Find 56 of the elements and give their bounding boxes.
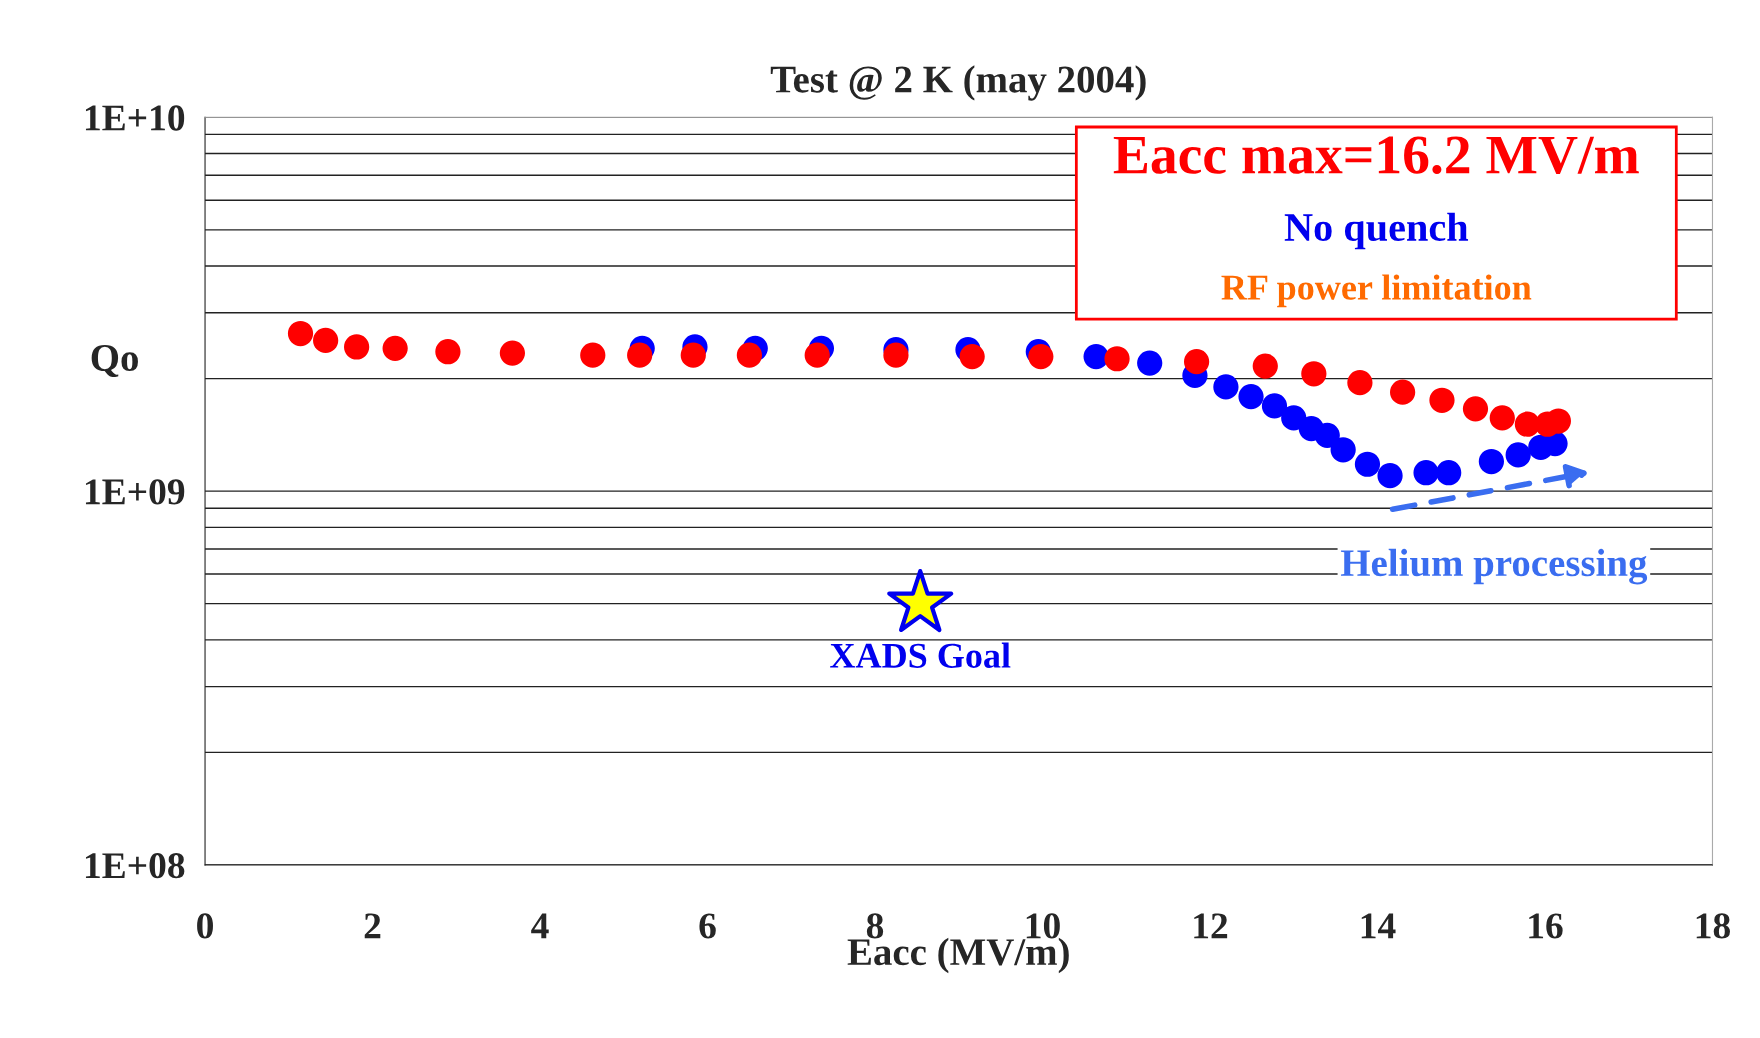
point	[1354, 451, 1381, 477]
series-label: XADS Goal	[830, 642, 1011, 668]
y-axis-title: Qo	[91, 344, 138, 377]
point	[1261, 393, 1288, 419]
point	[1413, 460, 1439, 486]
point	[1238, 383, 1264, 410]
y-tick-label: 1E+09	[85, 479, 185, 505]
point	[382, 335, 408, 361]
x-tick-label: 10	[1026, 913, 1060, 939]
annotation: RF power limitation	[1221, 274, 1532, 308]
point	[435, 339, 461, 365]
point	[1429, 387, 1455, 413]
point	[1301, 361, 1327, 387]
point	[883, 342, 909, 368]
x-tick-label: 0	[197, 913, 213, 939]
point	[1183, 349, 1210, 375]
annotation: Helium processing	[1340, 548, 1648, 585]
point	[313, 327, 339, 354]
x-tick-label: 8	[866, 913, 884, 939]
point	[1104, 346, 1130, 372]
point	[1314, 422, 1340, 448]
point	[627, 342, 653, 368]
annotation: No quench	[1284, 212, 1469, 250]
point	[344, 334, 370, 360]
point	[1252, 353, 1278, 379]
x-tick-label: 12	[1194, 913, 1228, 939]
point	[1330, 437, 1356, 463]
x-tick-label: 14	[1361, 913, 1396, 939]
point	[736, 342, 763, 368]
point	[1028, 343, 1054, 370]
point	[804, 342, 830, 368]
x-tick-label: 16	[1529, 913, 1563, 939]
point	[1505, 442, 1531, 468]
point	[580, 342, 606, 368]
point	[1083, 343, 1109, 370]
point	[959, 343, 985, 370]
point	[1213, 374, 1239, 400]
point	[1436, 460, 1462, 486]
point	[499, 340, 526, 366]
point	[1347, 370, 1373, 396]
y-tick-label: 1E+08	[85, 853, 185, 879]
point	[287, 320, 314, 347]
chart-title: Test @ 2 K (may 2004)	[770, 65, 1146, 101]
x-tick-label: 4	[531, 913, 549, 939]
x-tick-label: 2	[364, 913, 381, 939]
point	[1377, 463, 1403, 489]
x-tick-label: 6	[699, 913, 716, 939]
point	[1478, 448, 1504, 475]
point	[1390, 379, 1416, 405]
point	[1137, 350, 1163, 376]
point	[680, 342, 706, 368]
point	[1462, 396, 1489, 422]
y-tick-label: 1E+10	[85, 105, 185, 131]
x-tick-label: 18	[1696, 913, 1730, 939]
annotation: Eacc max=16.2 MV/m	[1113, 136, 1639, 175]
point	[1489, 405, 1515, 431]
